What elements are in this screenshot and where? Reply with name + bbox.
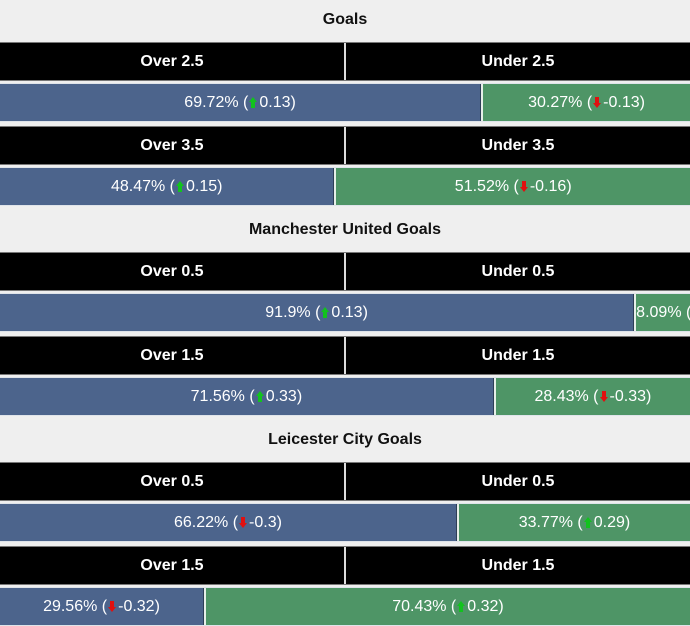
over-change: -0.32 — [118, 598, 155, 615]
probability-bar-row: 71.56% (0.33) 28.43% (-0.33) — [0, 377, 690, 416]
arrow-up-icon — [249, 97, 258, 108]
under-probability-bar: 30.27% (-0.13) — [481, 84, 690, 121]
market-header-row: Over 0.5 Under 0.5 — [0, 252, 690, 291]
market-header-row: Over 3.5 Under 3.5 — [0, 126, 690, 165]
arrow-up-icon — [321, 307, 330, 318]
under-label: Under 1.5 — [344, 547, 690, 584]
probability-bar-row: 66.22% (-0.3) 33.77% (0.29) — [0, 503, 690, 542]
over-probability-bar: 48.47% (0.15) — [0, 168, 335, 205]
under-percentage: 28.43% ( — [534, 388, 599, 405]
section-title: Goals — [0, 0, 690, 42]
under-label: Under 3.5 — [344, 127, 690, 164]
over-probability-bar: 66.22% (-0.3) — [0, 504, 457, 541]
over-probability-bar: 91.9% (0.13) — [0, 294, 635, 331]
under-label: Under 0.5 — [344, 463, 690, 500]
under-change: -0.16 — [529, 178, 567, 195]
under-probability-bar: 8.09% (-0.13) — [634, 294, 690, 331]
under-probability-bar: 51.52% (-0.16) — [334, 168, 690, 205]
under-probability-bar: 70.43% (0.32) — [203, 588, 690, 625]
over-label: Over 3.5 — [140, 137, 204, 154]
section-title: Manchester United Goals — [0, 210, 690, 252]
arrow-down-icon — [519, 181, 528, 192]
market-header-row: Over 1.5 Under 1.5 — [0, 336, 690, 375]
under-probability-bar: 33.77% (0.29) — [456, 504, 690, 541]
over-label: Over 2.5 — [140, 53, 204, 70]
arrow-up-icon — [457, 601, 466, 612]
under-percentage: 33.77% ( — [518, 514, 583, 531]
under-change: 0.32 — [467, 598, 499, 615]
under-change: 0.29 — [593, 514, 625, 531]
over-label: Over 0.5 — [140, 473, 204, 490]
over-percentage: 66.22% ( — [174, 514, 239, 531]
arrow-down-icon — [108, 601, 117, 612]
market-header-row: Over 2.5 Under 2.5 — [0, 42, 690, 81]
over-probability-bar: 69.72% (0.13) — [0, 84, 482, 121]
over-change: 0.13 — [259, 94, 291, 111]
under-percentage: 8.09% ( — [636, 304, 690, 321]
under-percentage: 51.52% ( — [454, 178, 519, 195]
over-label: Over 1.5 — [140, 347, 204, 364]
over-change: 0.13 — [331, 304, 363, 321]
over-change: 0.33 — [265, 388, 297, 405]
under-label: Under 0.5 — [344, 253, 690, 290]
over-label: Over 1.5 — [140, 557, 204, 574]
over-percentage: 29.56% ( — [43, 598, 108, 615]
arrow-down-icon — [599, 391, 608, 402]
over-label: Over 0.5 — [140, 263, 204, 280]
over-percentage: 48.47% ( — [110, 178, 176, 195]
arrow-up-icon — [583, 517, 592, 528]
under-change: -0.33 — [609, 388, 646, 405]
arrow-down-icon — [239, 517, 248, 528]
under-percentage: 70.43% ( — [392, 598, 457, 615]
over-probability-bar: 71.56% (0.33) — [0, 378, 494, 415]
probability-bar-row: 48.47% (0.15) 51.52% (-0.16) — [0, 167, 690, 206]
under-label: Under 2.5 — [344, 43, 690, 80]
market-header-row: Over 1.5 Under 1.5 — [0, 546, 690, 585]
arrow-down-icon — [593, 97, 602, 108]
probability-bar-row: 91.9% (0.13)8.09% (-0.13) — [0, 293, 690, 332]
probability-bar-row: 69.72% (0.13) 30.27% (-0.13) — [0, 83, 690, 122]
over-change: 0.15 — [186, 178, 218, 195]
under-change: -0.13 — [603, 94, 640, 111]
over-change: -0.3 — [249, 514, 277, 531]
under-label: Under 1.5 — [344, 337, 690, 374]
over-percentage: 91.9% ( — [265, 304, 321, 321]
over-probability-bar: 29.56% (-0.32) — [0, 588, 204, 625]
under-percentage: 30.27% ( — [528, 94, 593, 111]
probability-bar-row: 29.56% (-0.32) 70.43% (0.32) — [0, 587, 690, 626]
section-title: Leicester City Goals — [0, 420, 690, 462]
over-percentage: 71.56% ( — [190, 388, 255, 405]
under-probability-bar: 28.43% (-0.33) — [493, 378, 690, 415]
arrow-up-icon — [255, 391, 264, 402]
over-percentage: 69.72% ( — [184, 94, 249, 111]
market-header-row: Over 0.5 Under 0.5 — [0, 462, 690, 501]
arrow-up-icon — [176, 181, 185, 192]
